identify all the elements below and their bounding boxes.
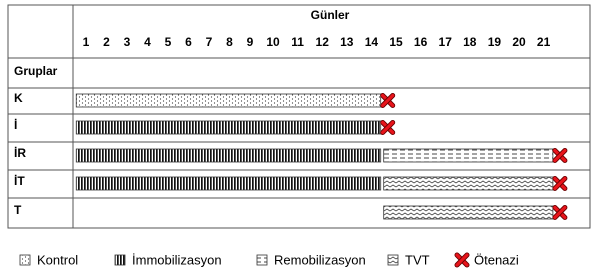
- legend-swatch: [256, 254, 268, 266]
- phase-bar: [383, 176, 554, 191]
- day-label: 9: [247, 35, 254, 49]
- day-label: 2: [103, 35, 110, 49]
- cross-stroke: [553, 148, 567, 163]
- day-label: 11: [291, 35, 304, 49]
- phase-bar: [383, 148, 554, 163]
- phase-bar: [75, 148, 382, 163]
- day-label: 10: [266, 35, 280, 49]
- day-label: 21: [537, 35, 551, 49]
- day-label: 14: [365, 35, 379, 49]
- legend-label: TVT: [405, 252, 430, 267]
- cross-marker: [552, 148, 568, 163]
- group-label: İ: [14, 117, 17, 132]
- cross-stroke: [455, 253, 469, 267]
- cross-marker: [380, 120, 396, 135]
- legend-label: İmmobilizasyon: [132, 252, 222, 267]
- legend-label: Ötenazi: [474, 252, 519, 267]
- group-label: K: [14, 91, 23, 105]
- phase-bar: [75, 176, 382, 191]
- cross-marker: [380, 93, 396, 108]
- cross-stroke: [553, 176, 567, 191]
- legend-label: Remobilizasyon: [274, 252, 366, 267]
- groups-label: Gruplar: [14, 64, 58, 78]
- phase-bar: [75, 120, 382, 135]
- group-label: İT: [14, 173, 25, 188]
- days-title: Günler: [311, 8, 350, 22]
- day-label: 5: [165, 35, 172, 49]
- legend-swatch: [19, 254, 31, 266]
- day-label: 15: [389, 35, 403, 49]
- legend-swatch: [387, 254, 399, 266]
- phase-bar: [75, 93, 382, 108]
- day-label: 13: [340, 35, 354, 49]
- cross-marker: [454, 252, 470, 268]
- group-label: İR: [14, 145, 26, 160]
- day-label: 12: [316, 35, 330, 49]
- day-label: 8: [226, 35, 233, 49]
- day-label: 19: [488, 35, 502, 49]
- legend-swatch: [114, 254, 126, 266]
- day-label: 3: [124, 35, 131, 49]
- group-label: T: [14, 203, 22, 217]
- day-label: 4: [144, 35, 151, 49]
- cross-stroke: [381, 93, 395, 108]
- phase-bar: [383, 205, 554, 220]
- day-label: 6: [185, 35, 192, 49]
- table-border: [7, 4, 591, 229]
- day-label: 7: [206, 35, 213, 49]
- cross-stroke: [553, 205, 567, 220]
- day-label: 17: [439, 35, 453, 49]
- legend-label: Kontrol: [37, 252, 78, 267]
- cross-marker: [552, 205, 568, 220]
- cross-marker: [552, 176, 568, 191]
- day-label: 18: [463, 35, 477, 49]
- cross-stroke: [381, 120, 395, 135]
- day-label: 16: [414, 35, 428, 49]
- day-label: 1: [83, 35, 90, 49]
- day-label: 20: [512, 35, 526, 49]
